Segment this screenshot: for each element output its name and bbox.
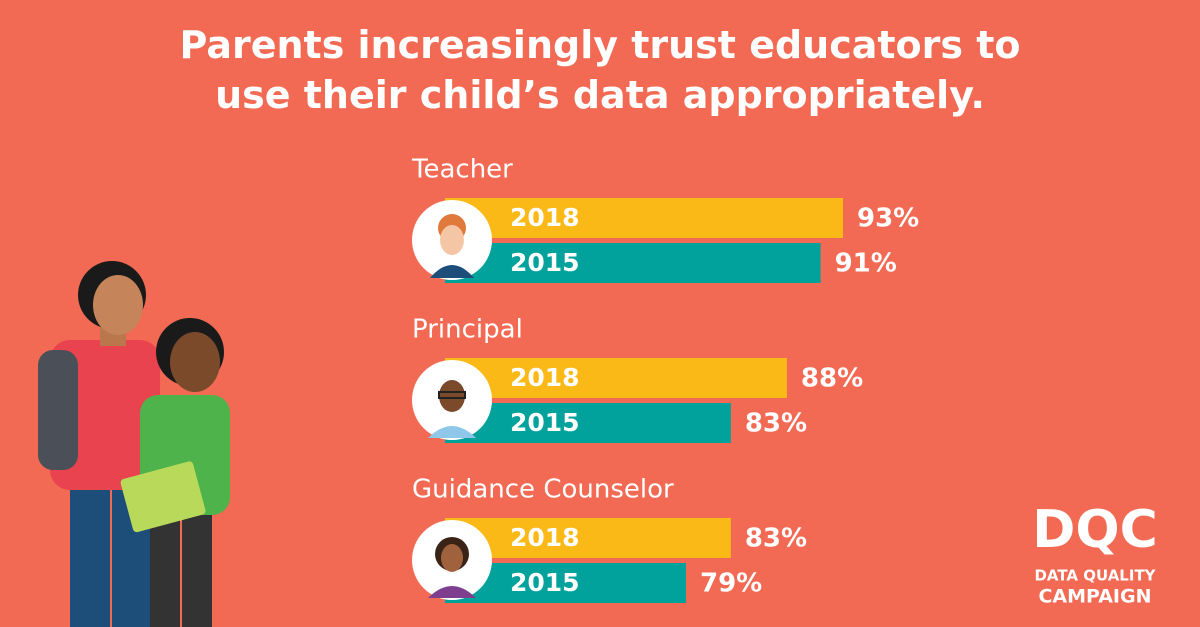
bar: [445, 518, 731, 558]
series-label: 2015: [510, 248, 580, 277]
category-label: Principal: [412, 315, 523, 345]
bar: [445, 403, 731, 443]
category-label: Guidance Counselor: [412, 475, 674, 505]
bar: [445, 358, 787, 398]
teacher-avatar: [412, 200, 492, 280]
counselor-avatar: [412, 520, 492, 600]
category-label: Teacher: [411, 155, 513, 185]
principal-avatar: [412, 360, 492, 440]
students-illustration: [38, 261, 230, 627]
value-label: 79%: [700, 569, 762, 599]
series-label: 2018: [510, 363, 580, 392]
chart-title: Parents increasingly trust educators to …: [179, 23, 1021, 117]
logo-mark: DQC: [1032, 500, 1158, 560]
series-label: 2015: [510, 568, 580, 597]
logo-line: CAMPAIGN: [1038, 586, 1151, 608]
value-label: 83%: [745, 524, 807, 554]
value-label: 91%: [835, 249, 897, 279]
logo-line: DATA QUALITY: [1034, 567, 1156, 585]
series-label: 2018: [510, 523, 580, 552]
series-label: 2015: [510, 408, 580, 437]
value-label: 88%: [801, 364, 863, 394]
value-label: 93%: [857, 204, 919, 234]
series-label: 2018: [510, 203, 580, 232]
avatars: [412, 200, 492, 600]
bar: [445, 243, 821, 283]
logo: DQC DATA QUALITY CAMPAIGN: [1032, 500, 1158, 608]
bar: [445, 198, 843, 238]
value-label: 83%: [745, 409, 807, 439]
